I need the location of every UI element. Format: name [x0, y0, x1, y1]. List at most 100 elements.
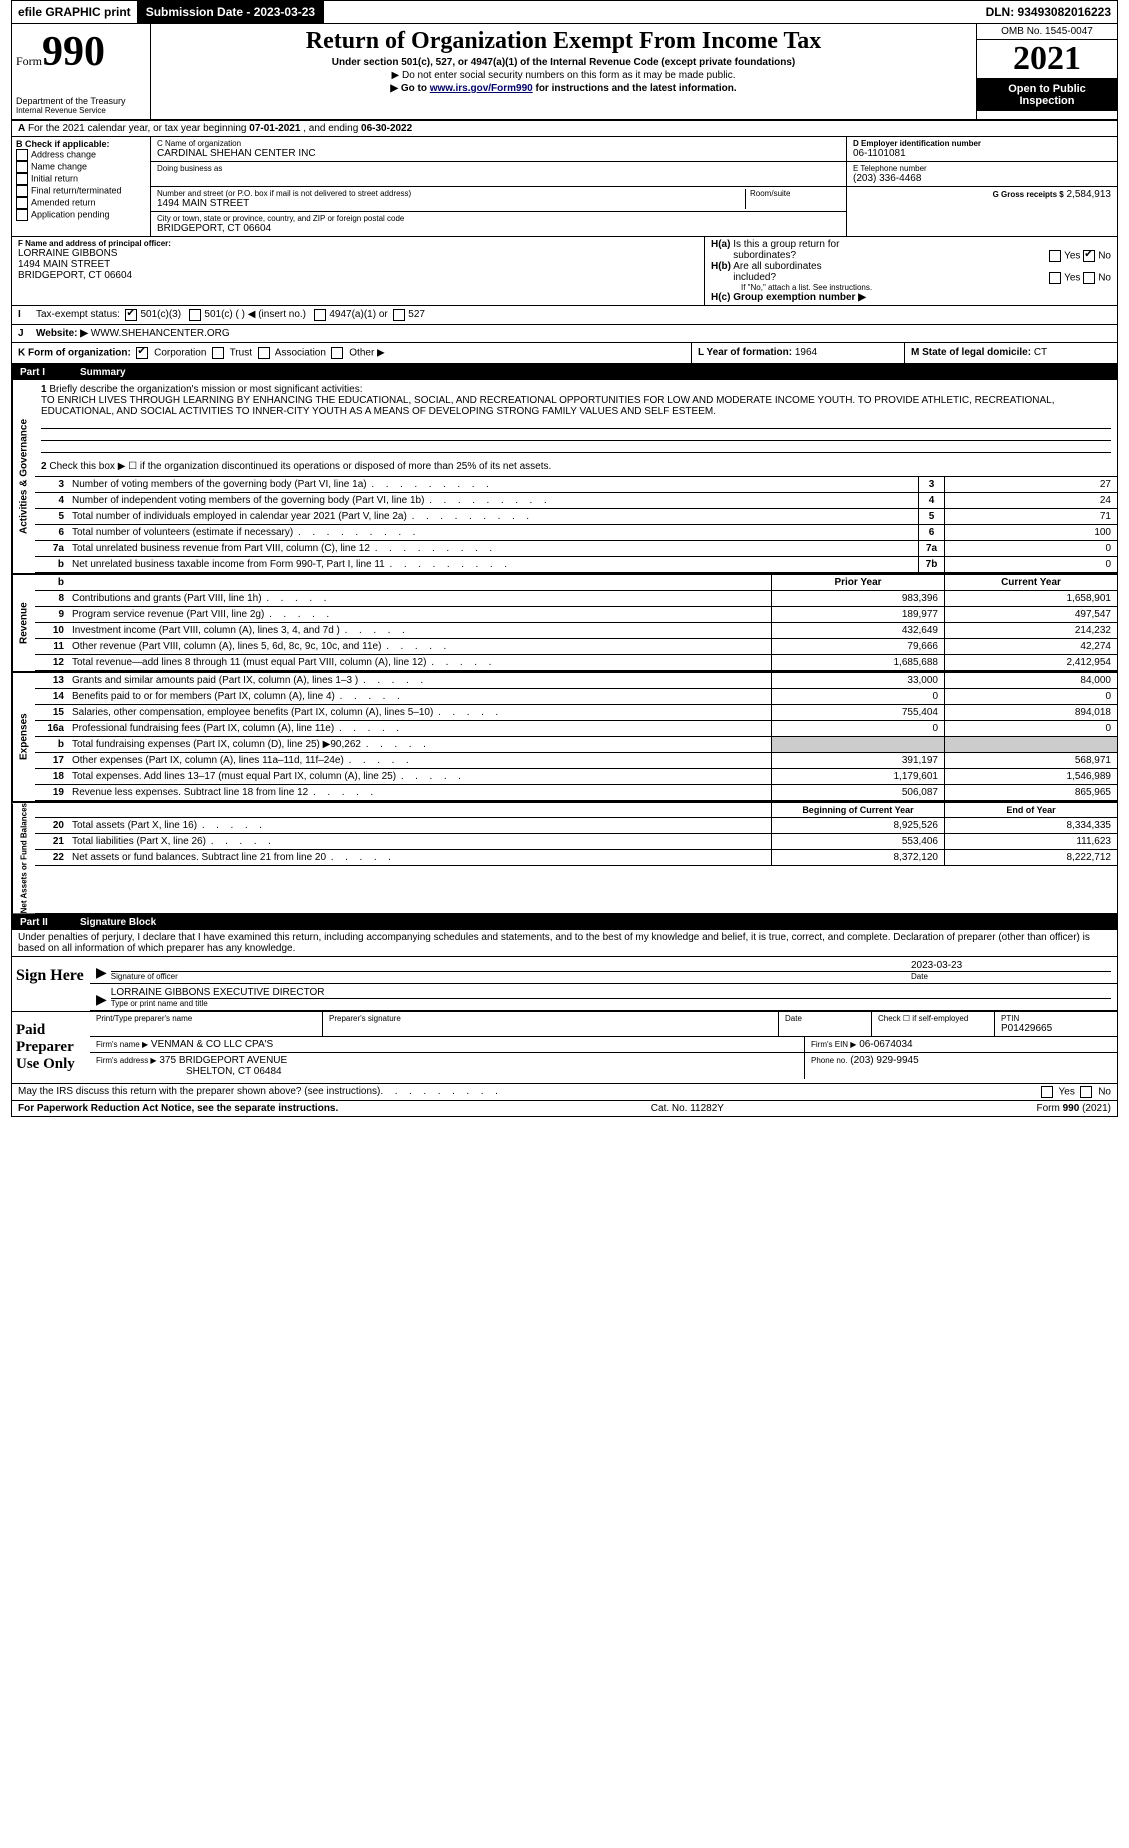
- sig-name-row: ▶ LORRAINE GIBBONS EXECUTIVE DIRECTORTyp…: [90, 984, 1117, 1011]
- table-row: 22 Net assets or fund balances. Subtract…: [35, 850, 1117, 866]
- table-row: 8 Contributions and grants (Part VIII, l…: [35, 591, 1117, 607]
- officer-name: LORRAINE GIBBONS: [18, 248, 698, 259]
- netassets-section: Net Assets or Fund Balances Beginning of…: [12, 803, 1117, 915]
- submission-button[interactable]: Submission Date - 2023-03-23: [137, 1, 324, 23]
- table-row: 5 Total number of individuals employed i…: [35, 509, 1117, 525]
- table-row: 9 Program service revenue (Part VIII, li…: [35, 607, 1117, 623]
- mission-text: TO ENRICH LIVES THROUGH LEARNING BY ENHA…: [41, 395, 1055, 417]
- org-name: CARDINAL SHEHAN CENTER INC: [157, 148, 840, 159]
- table-row: 7a Total unrelated business revenue from…: [35, 541, 1117, 557]
- paid-row2: Firm's name ▶ VENMAN & CO LLC CPA'S Firm…: [90, 1036, 1117, 1052]
- tax-year: 2021: [977, 40, 1117, 79]
- nacy-header: Beginning of Current Year End of Year: [35, 803, 1117, 818]
- discuss-row: May the IRS discuss this return with the…: [12, 1083, 1117, 1100]
- form-title: Return of Organization Exempt From Incom…: [159, 28, 968, 55]
- org-city: BRIDGEPORT, CT 06604: [157, 223, 840, 234]
- paid-row3: Firm's address ▶ 375 BRIDGEPORT AVENUESH…: [90, 1052, 1117, 1079]
- header-right: OMB No. 1545-0047 2021 Open to PublicIns…: [976, 24, 1117, 119]
- p1-line2: 2 Check this box ▶ ☐ if the organization…: [35, 457, 1117, 477]
- header-center: Return of Organization Exempt From Incom…: [151, 24, 976, 119]
- revenue-section: Revenue b Prior Year Current Year 8 Cont…: [12, 573, 1117, 673]
- table-row: 11 Other revenue (Part VIII, column (A),…: [35, 639, 1117, 655]
- cb-final[interactable]: Final return/terminated: [16, 185, 146, 197]
- governance-section: Activities & Governance 1 Briefly descri…: [12, 380, 1117, 573]
- table-row: 12 Total revenue—add lines 8 through 11 …: [35, 655, 1117, 671]
- city-row: City or town, state or province, country…: [151, 212, 846, 236]
- box-f: F Name and address of principal officer:…: [12, 237, 705, 305]
- gross-receipts: 2,584,913: [1067, 189, 1112, 200]
- box-d: D Employer identification number 06-1101…: [847, 137, 1117, 162]
- cb-527[interactable]: [393, 309, 405, 321]
- cb-assoc[interactable]: [258, 347, 270, 359]
- discuss-yes[interactable]: [1041, 1086, 1053, 1098]
- footer-row: For Paperwork Reduction Act Notice, see …: [12, 1100, 1117, 1116]
- discuss-no[interactable]: [1080, 1086, 1092, 1098]
- cb-initial[interactable]: Initial return: [16, 173, 146, 185]
- table-row: 10 Investment income (Part VIII, column …: [35, 623, 1117, 639]
- box-e: E Telephone number (203) 336-4468: [847, 162, 1117, 187]
- form-header: Form990 Department of the Treasury Inter…: [12, 24, 1117, 121]
- omb-label: OMB No. 1545-0047: [977, 24, 1117, 40]
- part2-bar: Part II Signature Block: [12, 915, 1117, 930]
- side-netassets: Net Assets or Fund Balances: [12, 803, 35, 913]
- table-row: b Total fundraising expenses (Part IX, c…: [35, 737, 1117, 753]
- box-b: B Check if applicable: Address change Na…: [12, 137, 151, 236]
- arrow-icon: ▶: [96, 991, 107, 1008]
- sig-officer-row: ▶ Signature of officer 2023-03-23Date: [90, 957, 1117, 984]
- box-c: C Name of organization CARDINAL SHEHAN C…: [151, 137, 846, 236]
- form-container: efile GRAPHIC print Submission Date - 20…: [11, 0, 1118, 1117]
- firm-ein: 06-0674034: [859, 1039, 912, 1050]
- box-g: G Gross receipts $ 2,584,913: [847, 187, 1117, 202]
- box-deg: D Employer identification number 06-1101…: [846, 137, 1117, 236]
- cb-name[interactable]: Name change: [16, 161, 146, 173]
- ha-no[interactable]: [1083, 250, 1095, 262]
- year-formed: 1964: [795, 347, 817, 358]
- ha-yes[interactable]: [1049, 250, 1061, 262]
- paid-row1: Print/Type preparer's name Preparer's si…: [90, 1012, 1117, 1036]
- box-j: J Website: ▶ WWW.SHEHANCENTER.ORG: [12, 325, 1117, 343]
- box-h: H(a) Is this a group return for subordin…: [705, 237, 1117, 305]
- table-row: 21 Total liabilities (Part X, line 26) 5…: [35, 834, 1117, 850]
- line-a: A For the 2021 calendar year, or tax yea…: [12, 121, 1117, 137]
- perjury-text: Under penalties of perjury, I declare th…: [12, 930, 1117, 957]
- box-klm: K Form of organization: Corporation Trus…: [12, 343, 1117, 365]
- form-subtitle: Under section 501(c), 527, or 4947(a)(1)…: [159, 57, 968, 68]
- cb-trust[interactable]: [212, 347, 224, 359]
- side-revenue: Revenue: [12, 575, 35, 671]
- paid-preparer-label: Paid Preparer Use Only: [12, 1012, 90, 1083]
- table-row: b Net unrelated business taxable income …: [35, 557, 1117, 573]
- irs-label: Internal Revenue Service: [16, 106, 146, 115]
- hb-yes[interactable]: [1049, 272, 1061, 284]
- side-expenses: Expenses: [12, 673, 35, 801]
- table-row: 14 Benefits paid to or for members (Part…: [35, 689, 1117, 705]
- instr-goto: ▶ Go to www.irs.gov/Form990 for instruct…: [159, 83, 968, 94]
- expenses-section: Expenses 13 Grants and similar amounts p…: [12, 673, 1117, 803]
- efile-bar: efile GRAPHIC print Submission Date - 20…: [12, 1, 1117, 24]
- table-row: 13 Grants and similar amounts paid (Part…: [35, 673, 1117, 689]
- state-domicile: CT: [1034, 347, 1047, 358]
- cb-501c3[interactable]: [125, 309, 137, 321]
- side-governance: Activities & Governance: [12, 380, 35, 573]
- firm-name: VENMAN & CO LLC CPA'S: [151, 1039, 273, 1050]
- cb-pending[interactable]: Application pending: [16, 209, 146, 221]
- hb-no[interactable]: [1083, 272, 1095, 284]
- cb-501c[interactable]: [189, 309, 201, 321]
- cb-addr[interactable]: Address change: [16, 149, 146, 161]
- irs-link[interactable]: www.irs.gov/Form990: [430, 83, 533, 94]
- street-row: Number and street (or P.O. box if mail i…: [151, 187, 846, 212]
- cb-corp[interactable]: [136, 347, 148, 359]
- cb-4947[interactable]: [314, 309, 326, 321]
- sign-date: 2023-03-23: [911, 960, 1111, 971]
- cb-amended[interactable]: Amended return: [16, 197, 146, 209]
- table-row: 15 Salaries, other compensation, employe…: [35, 705, 1117, 721]
- org-name-cell: C Name of organization CARDINAL SHEHAN C…: [151, 137, 846, 162]
- table-row: 6 Total number of volunteers (estimate i…: [35, 525, 1117, 541]
- table-row: 3 Number of voting members of the govern…: [35, 477, 1117, 493]
- ptin: P01429665: [1001, 1023, 1111, 1034]
- p1-line1: 1 Briefly describe the organization's mi…: [35, 380, 1117, 457]
- table-row: 20 Total assets (Part X, line 16) 8,925,…: [35, 818, 1117, 834]
- arrow-icon: ▶: [96, 964, 107, 981]
- org-street: 1494 MAIN STREET: [157, 198, 745, 209]
- cb-other[interactable]: [331, 347, 343, 359]
- section-bcdeg: B Check if applicable: Address change Na…: [12, 137, 1117, 237]
